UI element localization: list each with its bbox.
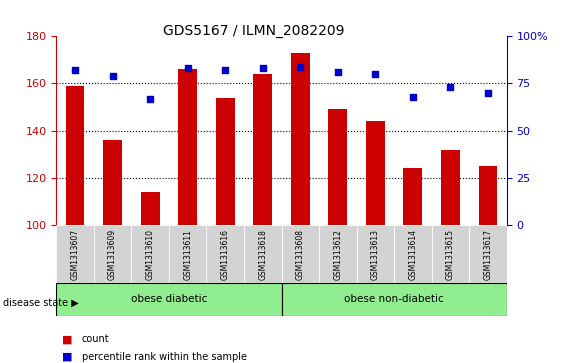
Text: ■: ■ (62, 352, 73, 362)
Point (371, 71, 380, 77)
Bar (216, 98, 235, 225)
Bar (131, 225, 169, 283)
Bar (207, 225, 244, 283)
Bar (253, 74, 272, 225)
Bar (169, 225, 207, 283)
Bar (356, 225, 394, 283)
Bar (432, 225, 469, 283)
Point (258, 65, 267, 71)
Bar (404, 168, 422, 225)
Text: GSM1313607: GSM1313607 (70, 229, 79, 280)
Point (70, 68, 79, 73)
Point (408, 94, 417, 99)
Bar (366, 121, 385, 225)
Text: GSM1313613: GSM1313613 (371, 229, 380, 280)
Text: GSM1313617: GSM1313617 (484, 229, 493, 280)
Text: GSM1313611: GSM1313611 (183, 229, 192, 280)
Point (296, 64, 305, 69)
Bar (56, 225, 94, 283)
Bar (244, 225, 282, 283)
Text: GSM1313612: GSM1313612 (333, 229, 342, 280)
Text: ■: ■ (62, 334, 73, 344)
Point (183, 65, 192, 71)
Bar (103, 140, 122, 225)
Bar (328, 109, 347, 225)
Bar (178, 69, 197, 225)
Point (446, 84, 455, 90)
Bar (56, 283, 282, 316)
Text: GSM1313614: GSM1313614 (408, 229, 417, 280)
Text: percentile rank within the sample: percentile rank within the sample (82, 352, 247, 362)
Text: GSM1313608: GSM1313608 (296, 229, 305, 280)
Bar (469, 225, 507, 283)
Bar (282, 225, 319, 283)
Text: obese diabetic: obese diabetic (131, 294, 207, 305)
Text: GDS5167 / ILMN_2082209: GDS5167 / ILMN_2082209 (163, 24, 344, 38)
Bar (319, 225, 356, 283)
Point (221, 68, 230, 73)
Bar (94, 225, 131, 283)
Bar (66, 86, 84, 225)
Text: GSM1313610: GSM1313610 (146, 229, 155, 280)
Bar (282, 283, 507, 316)
Point (333, 69, 342, 75)
Bar (291, 53, 310, 225)
Text: GSM1313618: GSM1313618 (258, 229, 267, 280)
Text: GSM1313609: GSM1313609 (108, 229, 117, 280)
Point (484, 90, 493, 96)
Text: GSM1313616: GSM1313616 (221, 229, 230, 280)
Bar (441, 150, 460, 225)
Text: disease state ▶: disease state ▶ (3, 298, 79, 308)
Point (108, 73, 117, 79)
Bar (479, 166, 497, 225)
Point (146, 96, 155, 102)
Text: count: count (82, 334, 109, 344)
Bar (141, 192, 159, 225)
Bar (394, 225, 432, 283)
Text: obese non-diabetic: obese non-diabetic (344, 294, 444, 305)
Text: GSM1313615: GSM1313615 (446, 229, 455, 280)
